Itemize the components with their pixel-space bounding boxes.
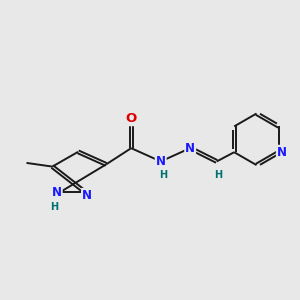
Text: N: N [156, 155, 166, 168]
Text: N: N [185, 142, 195, 155]
Text: H: H [50, 202, 58, 212]
Text: N: N [52, 186, 62, 199]
Text: H: H [159, 170, 167, 180]
Text: N: N [277, 146, 287, 159]
Text: O: O [126, 112, 137, 125]
Text: N: N [82, 189, 92, 202]
Text: H: H [214, 170, 222, 180]
